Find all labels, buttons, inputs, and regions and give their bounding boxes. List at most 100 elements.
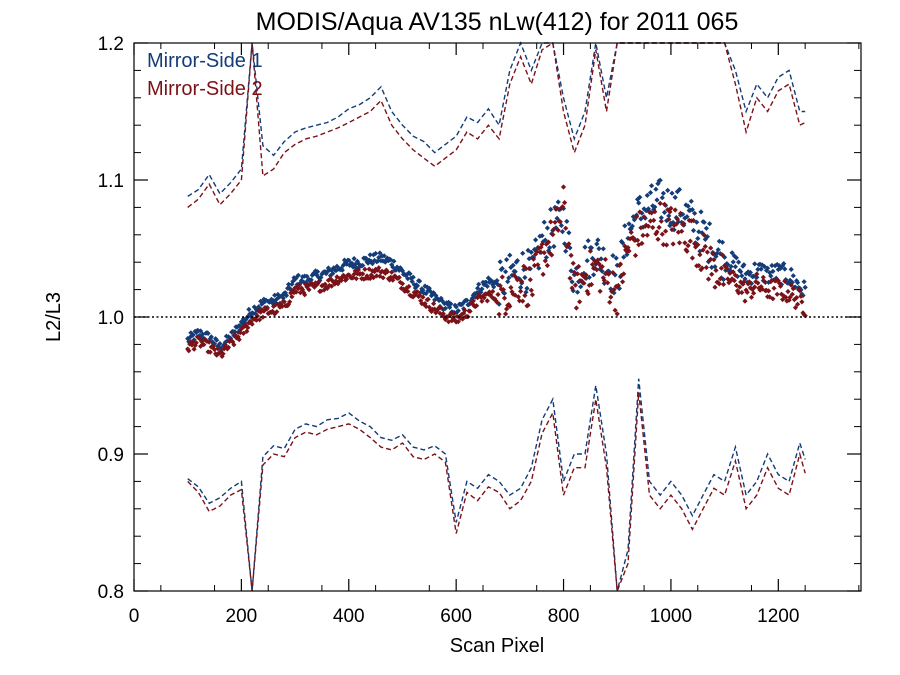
- ms1-data-point: [354, 258, 360, 264]
- ms1-data-point: [453, 304, 459, 310]
- ms2-data-point: [383, 267, 389, 273]
- ms1-data-point: [319, 271, 325, 277]
- ms1-data-point: [644, 192, 650, 198]
- ms1-upper-bound-line: [187, 41, 806, 197]
- ms1-data-point: [279, 293, 285, 299]
- ms2-data-point: [257, 317, 263, 323]
- ms1-data-point: [696, 229, 702, 235]
- ms1-data-point: [366, 257, 372, 263]
- ms2-data-point: [384, 269, 390, 275]
- ms2-data-point: [672, 207, 678, 213]
- ms1-data-point: [246, 306, 252, 312]
- ms1-data-point: [293, 275, 299, 281]
- ms2-data-point: [679, 228, 685, 234]
- ms1-data-point: [629, 223, 635, 229]
- ms1-data-point: [626, 221, 632, 227]
- ms2-data-point: [774, 291, 780, 297]
- ms2-data-point: [792, 305, 799, 311]
- ms2-data-point: [485, 291, 491, 297]
- ms2-data-point: [550, 232, 556, 238]
- ms1-data-point: [568, 268, 574, 274]
- ms1-data-point: [654, 197, 660, 203]
- ms2-data-point: [527, 277, 533, 283]
- ms2-data-point: [754, 271, 760, 277]
- ms2-data-point: [500, 287, 506, 293]
- ms1-data-point: [388, 257, 394, 263]
- ms1-data-point: [508, 264, 514, 270]
- ms1-data-point: [659, 195, 665, 201]
- ms1-data-point: [635, 196, 641, 202]
- ms1-data-point: [591, 272, 597, 278]
- ms1-data-point: [676, 186, 683, 193]
- ms1-data-point: [770, 268, 776, 274]
- ms1-data-point: [447, 304, 453, 310]
- ms2-data-point: [717, 276, 723, 282]
- ms1-data-point: [680, 211, 686, 217]
- ms2-data-point: [366, 266, 372, 272]
- ms2-data-point: [554, 205, 560, 211]
- ms2-data-point: [789, 291, 795, 297]
- y-axis-label: L2/L3: [43, 292, 65, 342]
- ms1-data-point: [714, 250, 720, 256]
- ms2-data-point: [684, 248, 690, 254]
- axis-ticks: [133, 42, 861, 592]
- ms2-data-point: [712, 284, 718, 290]
- ms2-data-point: [237, 330, 243, 336]
- ms2-data-point: [597, 288, 603, 294]
- ms1-data-point: [539, 233, 545, 239]
- ms2-data-point: [759, 286, 765, 292]
- ms2-data-point: [700, 247, 706, 253]
- ms1-data-point: [685, 203, 691, 209]
- ms1-data-point: [493, 280, 499, 286]
- ms2-data-point: [637, 209, 643, 215]
- ms2-data-point: [506, 302, 512, 308]
- ms1-data-point: [526, 256, 532, 262]
- ms2-upper-bound-line: [187, 41, 806, 208]
- ms2-data-point: [632, 252, 639, 259]
- ms2-data-point: [552, 219, 558, 225]
- ms2-data-point: [674, 216, 680, 222]
- x-tick-label: 0: [129, 606, 140, 627]
- ms2-data-point: [668, 205, 674, 211]
- ms2-data-point: [617, 261, 624, 267]
- ms2-data-point: [704, 249, 710, 255]
- ms1-data-point: [283, 292, 290, 299]
- ms2-data-point: [204, 338, 210, 344]
- ms1-data-point: [731, 253, 737, 259]
- ms2-data-point: [572, 282, 578, 288]
- ms2-data-point: [800, 310, 806, 316]
- ms2-data-point: [758, 284, 764, 290]
- ms2-data-point: [461, 310, 467, 316]
- ms2-data-point: [608, 294, 614, 300]
- ms2-data-point: [582, 275, 588, 281]
- ms2-data-point: [621, 271, 627, 277]
- ms1-data-point: [438, 295, 444, 301]
- ms1-data-point: [190, 332, 196, 338]
- ms2-data-point: [417, 292, 423, 298]
- ms2-data-point: [670, 241, 676, 247]
- ms2-data-point: [733, 282, 739, 288]
- ms1-data-point: [665, 187, 671, 193]
- ms1-data-point: [729, 250, 735, 256]
- ms2-data-point: [658, 218, 664, 224]
- ms2-data-point: [718, 265, 724, 271]
- ms1-data-point: [497, 259, 503, 265]
- ms2-data-point: [249, 321, 255, 327]
- ms1-data-point: [289, 281, 295, 287]
- ms2-data-point: [766, 288, 772, 294]
- ms2-data-point: [451, 311, 457, 317]
- ms1-data-point: [736, 259, 742, 265]
- ms1-data-point: [373, 250, 379, 257]
- ms2-data-point: [785, 288, 791, 295]
- ms2-data-point: [316, 279, 322, 285]
- ms2-data-point: [236, 337, 242, 343]
- ms1-data-point: [582, 244, 588, 250]
- ms1-data-point: [469, 295, 475, 301]
- ms1-data-point: [397, 265, 403, 271]
- ms2-data-point: [731, 278, 737, 284]
- ms1-data-point: [368, 258, 374, 264]
- ms2-data-point: [783, 294, 789, 300]
- ms2-data-point: [278, 301, 284, 307]
- ms2-data-point: [279, 303, 285, 309]
